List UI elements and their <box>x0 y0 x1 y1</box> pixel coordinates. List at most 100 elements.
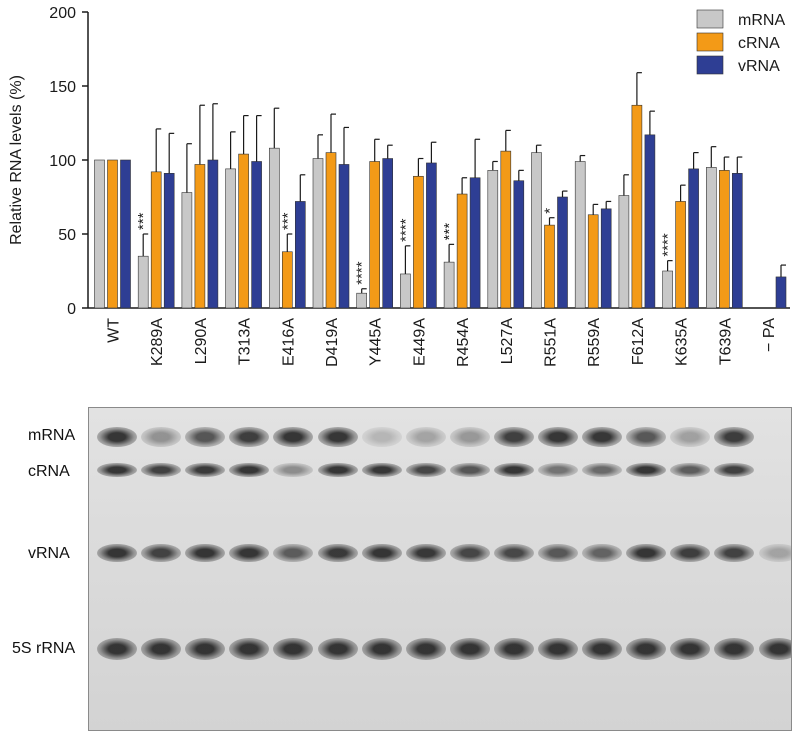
gel-band <box>538 463 578 477</box>
x-tick-label: F612A <box>630 318 647 365</box>
gel-image-panel <box>88 407 792 731</box>
gel-band <box>538 544 578 562</box>
y-tick-label: 100 <box>49 153 76 170</box>
significance-label: *** <box>279 212 296 230</box>
gel-band <box>449 544 490 562</box>
bar-mrna <box>137 255 149 309</box>
gel-band <box>97 638 137 660</box>
y-axis-label: Relative RNA levels (%) <box>8 75 25 245</box>
gel-band <box>185 638 226 660</box>
gel-band <box>229 544 270 562</box>
bar-crna <box>369 161 381 309</box>
gel-band <box>317 427 358 447</box>
bar-crna <box>107 159 118 309</box>
significance-label: *** <box>135 212 152 230</box>
gel-band <box>405 463 446 477</box>
bar-vrna <box>775 276 787 309</box>
significance-label: **** <box>397 218 414 242</box>
bar-vrna <box>644 134 656 309</box>
bar-vrna <box>426 162 437 309</box>
gel-band <box>493 427 534 447</box>
gel-band <box>758 544 791 562</box>
legend-label-crna: cRNA <box>738 35 780 52</box>
gel-band-label: mRNA <box>28 427 76 444</box>
gel-band <box>493 638 534 660</box>
bar-mrna <box>94 159 105 309</box>
bar-vrna <box>688 168 699 309</box>
gel-band <box>97 427 137 447</box>
gel-band <box>361 463 402 477</box>
bar-crna <box>413 175 424 309</box>
gel-band <box>582 638 623 660</box>
bar-vrna <box>163 173 175 309</box>
gel-band <box>361 544 402 562</box>
gel-band <box>582 544 623 562</box>
gel-band <box>97 544 137 562</box>
bar-mrna <box>487 170 499 309</box>
gel-band <box>626 463 667 477</box>
x-tick-label: E416A <box>280 318 297 366</box>
gel-band <box>714 638 755 660</box>
bar-vrna <box>251 161 262 309</box>
gel-band <box>449 463 490 477</box>
bar-crna <box>587 214 599 309</box>
bar-mrna <box>705 167 717 309</box>
gel-band-label: vRNA <box>28 545 70 562</box>
bar-vrna <box>382 158 394 309</box>
gel-band <box>141 544 182 562</box>
bar-mrna <box>225 168 236 309</box>
gel-band <box>97 463 137 477</box>
bar-vrna <box>338 164 350 309</box>
gel-band <box>405 544 446 562</box>
bar-vrna <box>600 208 612 309</box>
gel-band <box>538 638 578 660</box>
bar-mrna <box>531 152 542 309</box>
bar-crna <box>194 164 206 309</box>
significance-label: **** <box>354 261 371 285</box>
gel-band <box>493 544 534 562</box>
gel-band <box>670 427 711 447</box>
significance-label: * <box>542 208 559 214</box>
y-tick-label: 0 <box>67 301 76 318</box>
gel-band <box>273 544 314 562</box>
gel-band <box>273 463 314 477</box>
bar-vrna <box>513 180 525 309</box>
gel-band <box>714 427 755 447</box>
gel-band <box>758 638 791 660</box>
legend-label-vrna: vRNA <box>738 58 780 75</box>
gel-band <box>317 463 358 477</box>
bar-vrna <box>207 159 219 309</box>
bar-crna <box>150 171 162 309</box>
x-tick-label: D419A <box>324 318 341 367</box>
y-tick-label: 50 <box>58 227 76 244</box>
bar-crna <box>718 170 730 309</box>
bar-vrna <box>294 201 306 309</box>
gel-band <box>582 427 623 447</box>
x-tick-label: Y445A <box>368 318 385 366</box>
gel-band-label: cRNA <box>28 463 70 480</box>
bar-mrna <box>356 292 368 309</box>
x-tick-label: R454A <box>455 318 472 367</box>
x-tick-label: L290A <box>193 318 210 365</box>
gel-band <box>229 638 270 660</box>
significance-label: *** <box>441 223 458 241</box>
y-tick-label: 200 <box>49 5 76 22</box>
bar-mrna <box>618 195 630 309</box>
gel-band <box>714 544 755 562</box>
gel-band <box>493 463 534 477</box>
gel-band <box>626 427 667 447</box>
bar-crna <box>325 152 337 309</box>
gel-band <box>141 427 182 447</box>
bar-mrna <box>312 158 324 309</box>
x-tick-label: R551A <box>543 318 560 367</box>
gel-band <box>670 544 711 562</box>
bar-crna <box>281 251 293 309</box>
gel-band <box>626 544 667 562</box>
legend-swatch-crna <box>696 32 724 52</box>
legend-swatch-mrna <box>696 9 724 29</box>
gel-band <box>317 638 358 660</box>
gel-band <box>405 427 446 447</box>
gel-band <box>714 463 755 477</box>
x-tick-label: K635A <box>674 318 691 366</box>
